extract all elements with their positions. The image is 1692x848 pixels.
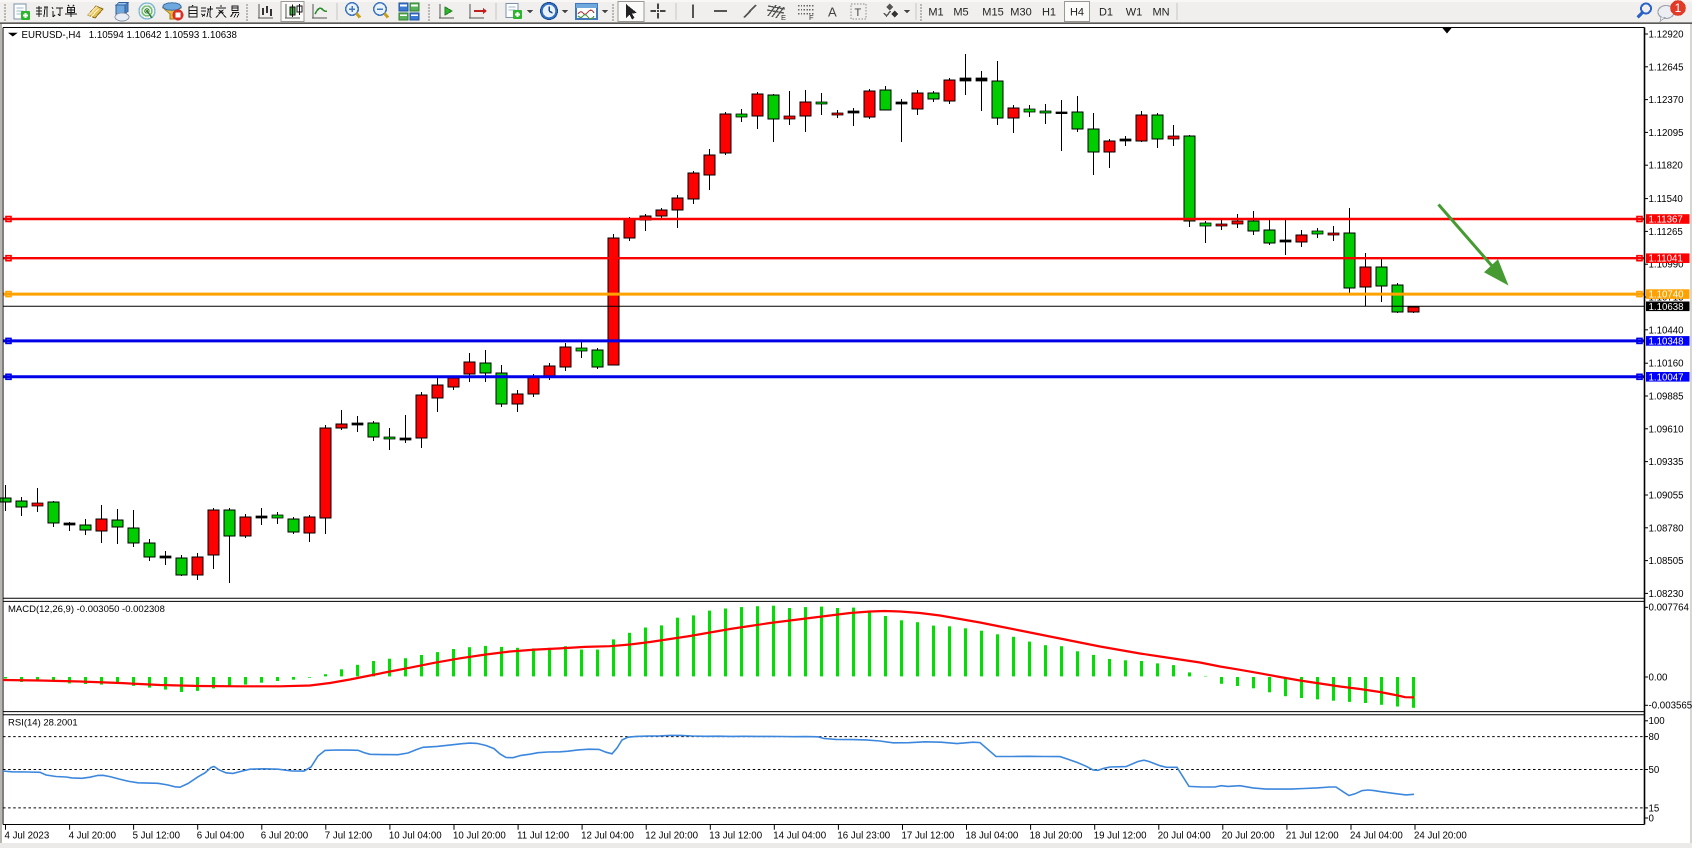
svg-text:11 Jul 12:00: 11 Jul 12:00 <box>517 830 570 841</box>
svg-text:F: F <box>809 13 814 22</box>
svg-text:4 Jul 20:00: 4 Jul 20:00 <box>69 830 117 841</box>
svg-text:1.12370: 1.12370 <box>1649 95 1685 106</box>
svg-text:1.11367: 1.11367 <box>1649 215 1683 226</box>
svg-text:H4: H4 <box>1070 7 1084 19</box>
svg-text:14 Jul 04:00: 14 Jul 04:00 <box>773 830 826 841</box>
svg-text:16 Jul 23:00: 16 Jul 23:00 <box>837 830 890 841</box>
svg-text:24 Jul 04:00: 24 Jul 04:00 <box>1350 830 1403 841</box>
svg-text:1.12095: 1.12095 <box>1649 128 1684 139</box>
svg-text:0.00: 0.00 <box>1649 672 1668 683</box>
svg-text:1.09885: 1.09885 <box>1649 392 1684 403</box>
svg-text:1.12920: 1.12920 <box>1649 30 1685 41</box>
svg-text:1: 1 <box>1675 1 1682 15</box>
svg-text:1.12645: 1.12645 <box>1649 62 1684 73</box>
svg-text:1.10160: 1.10160 <box>1649 359 1685 370</box>
svg-text:15: 15 <box>1649 803 1660 814</box>
svg-text:12 Jul 20:00: 12 Jul 20:00 <box>645 830 698 841</box>
svg-text:1.10047: 1.10047 <box>1649 372 1684 383</box>
svg-text:1.08780: 1.08780 <box>1649 523 1685 534</box>
svg-text:H1: H1 <box>1042 7 1056 19</box>
svg-text:0.007764: 0.007764 <box>1649 603 1690 614</box>
svg-text:EURUSD-,H4 1.10594 1.10642 1: EURUSD-,H4 1.10594 1.10642 1.10593 1.106… <box>22 30 237 41</box>
svg-text:18 Jul 20:00: 18 Jul 20:00 <box>1030 830 1083 841</box>
svg-text:1.10638: 1.10638 <box>1649 302 1684 313</box>
svg-text:24 Jul 20:00: 24 Jul 20:00 <box>1414 830 1467 841</box>
svg-text:20 Jul 04:00: 20 Jul 04:00 <box>1158 830 1211 841</box>
svg-text:1.10740: 1.10740 <box>1649 290 1685 301</box>
svg-text:17 Jul 12:00: 17 Jul 12:00 <box>902 830 955 841</box>
svg-text:MACD(12,26,9) -0.003050 -0.002: MACD(12,26,9) -0.003050 -0.002308 <box>8 604 165 615</box>
svg-text:80: 80 <box>1649 732 1660 743</box>
svg-text:1.08230: 1.08230 <box>1649 589 1685 600</box>
svg-text:T: T <box>855 7 862 19</box>
svg-text:1.10990: 1.10990 <box>1649 260 1685 271</box>
svg-text:RSI(14) 28.2001: RSI(14) 28.2001 <box>8 718 78 729</box>
svg-text:A: A <box>828 5 837 20</box>
svg-text:0: 0 <box>1649 813 1655 824</box>
svg-text:10 Jul 04:00: 10 Jul 04:00 <box>389 830 442 841</box>
svg-text:19 Jul 12:00: 19 Jul 12:00 <box>1094 830 1147 841</box>
svg-text:M30: M30 <box>1010 7 1031 19</box>
svg-text:1.09335: 1.09335 <box>1649 457 1684 468</box>
svg-text:-0.003565: -0.003565 <box>1649 701 1692 712</box>
svg-text:4 Jul 2023: 4 Jul 2023 <box>5 830 50 841</box>
svg-text:1.09610: 1.09610 <box>1649 424 1685 435</box>
svg-text:6 Jul 04:00: 6 Jul 04:00 <box>197 830 245 841</box>
svg-text:12 Jul 04:00: 12 Jul 04:00 <box>581 830 634 841</box>
svg-text:1.11820: 1.11820 <box>1649 161 1684 172</box>
svg-text:M15: M15 <box>982 7 1003 19</box>
svg-text:21 Jul 12:00: 21 Jul 12:00 <box>1286 830 1339 841</box>
svg-text:6 Jul 20:00: 6 Jul 20:00 <box>261 830 309 841</box>
svg-text:50: 50 <box>1649 765 1660 776</box>
svg-text:5 Jul 12:00: 5 Jul 12:00 <box>133 830 181 841</box>
svg-text:1.11540: 1.11540 <box>1649 194 1684 205</box>
svg-text:M5: M5 <box>953 7 968 19</box>
svg-text:13 Jul 12:00: 13 Jul 12:00 <box>709 830 762 841</box>
svg-text:100: 100 <box>1649 716 1666 727</box>
svg-text:M1: M1 <box>928 7 943 19</box>
svg-text:18 Jul 04:00: 18 Jul 04:00 <box>966 830 1019 841</box>
svg-text:7 Jul 12:00: 7 Jul 12:00 <box>325 830 373 841</box>
svg-text:E: E <box>781 13 786 22</box>
svg-text:1.10440: 1.10440 <box>1649 325 1685 336</box>
svg-text:1.09055: 1.09055 <box>1649 491 1684 502</box>
svg-text:1.10348: 1.10348 <box>1649 336 1684 347</box>
svg-text:W1: W1 <box>1126 7 1143 19</box>
svg-text:10 Jul 20:00: 10 Jul 20:00 <box>453 830 506 841</box>
svg-text:1.11041: 1.11041 <box>1649 254 1683 265</box>
svg-text:1.11265: 1.11265 <box>1649 227 1683 238</box>
svg-text:D1: D1 <box>1099 7 1113 19</box>
svg-text:MN: MN <box>1152 7 1169 19</box>
svg-text:1.08505: 1.08505 <box>1649 556 1684 567</box>
svg-text:20 Jul 20:00: 20 Jul 20:00 <box>1222 830 1275 841</box>
